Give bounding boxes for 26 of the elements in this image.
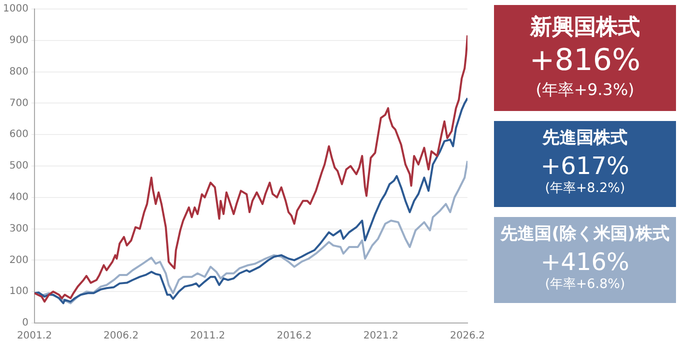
y-tick-label: 900 (9, 34, 28, 46)
y-tick-label: 400 (9, 192, 28, 203)
x-tick-label: 2006.2 (104, 330, 139, 342)
x-tick-label: 2011.2 (190, 330, 226, 342)
text: (年率+8.2%) (544, 181, 626, 198)
text: (年率+9.3%) (534, 80, 636, 100)
text: +416% (540, 248, 630, 276)
y-tick-label: 800 (9, 66, 28, 78)
y-tick-label: 600 (9, 129, 28, 140)
y-tick-label: 500 (9, 160, 28, 172)
x-tick-label: 2016.2 (276, 330, 312, 342)
text: 先進国株式 (541, 128, 628, 149)
y-tick-label: 300 (9, 223, 28, 234)
text: +816% (528, 43, 642, 79)
x-tick-label: 2001.2 (16, 330, 52, 342)
y-tick-label: 700 (9, 98, 28, 109)
text: 新興国株式 (528, 15, 641, 40)
y-tick-label: 0 (22, 318, 28, 329)
text: +617% (540, 152, 630, 180)
y-tick-label: 100 (9, 286, 28, 298)
text: 先進国(除く米国)株式 (499, 224, 670, 245)
y-tick-label: 200 (9, 254, 28, 266)
x-tick-label: 2026.2 (450, 330, 486, 342)
x-tick-label: 2021.2 (363, 330, 398, 342)
y-tick-label: 1000 (2, 4, 28, 15)
text: (年率+6.8%) (544, 277, 626, 294)
